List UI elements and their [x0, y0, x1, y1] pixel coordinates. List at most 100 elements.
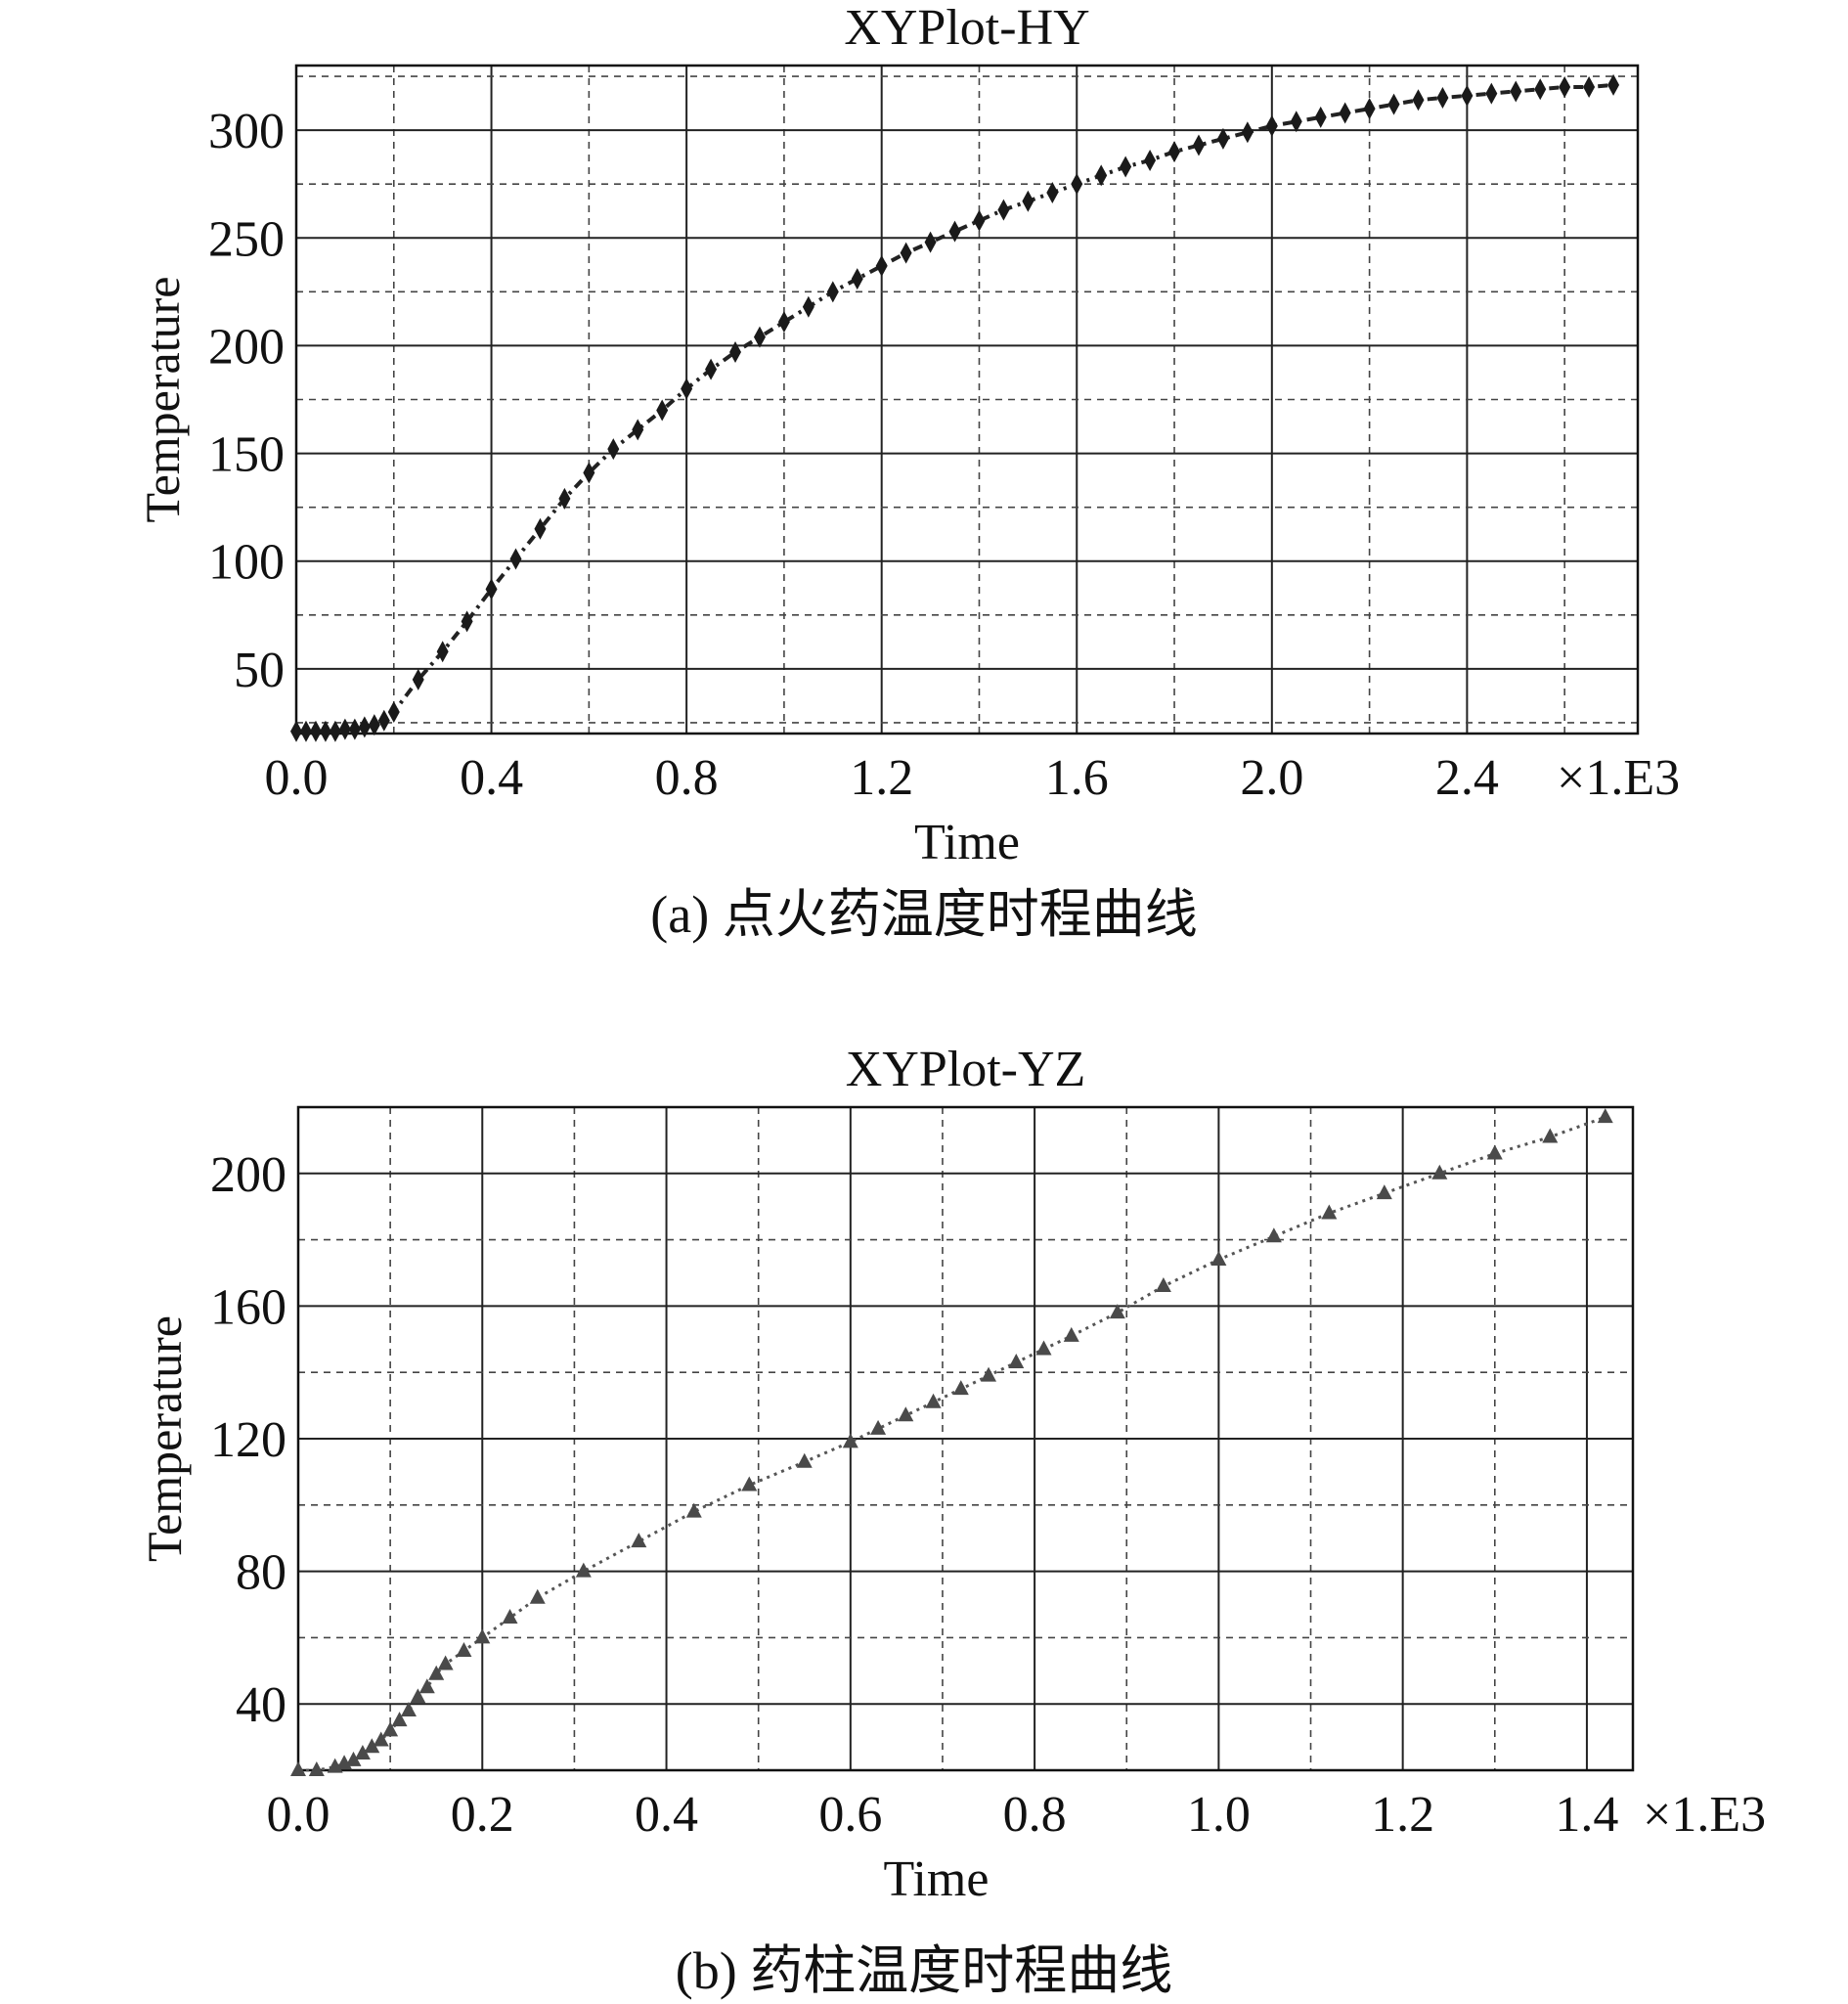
- data-point-marker: [1387, 93, 1400, 115]
- data-point-marker: [391, 1712, 408, 1727]
- data-point-marker: [529, 1588, 546, 1604]
- data-point-marker: [952, 1380, 969, 1396]
- data-point-marker: [1363, 98, 1376, 120]
- data-point-marker: [382, 1721, 399, 1737]
- data-point-marker: [436, 641, 449, 663]
- data-point-marker: [338, 718, 351, 740]
- data-point-marker: [925, 1393, 942, 1408]
- data-point-marker: [1583, 76, 1596, 99]
- data-point-marker: [299, 720, 312, 742]
- series-markers: [290, 1108, 1613, 1776]
- x-tick-label: 2.4: [1435, 750, 1499, 806]
- plot-border: [294, 64, 1640, 735]
- data-point-marker: [705, 358, 718, 380]
- y-axis-label: Temperature: [135, 277, 190, 523]
- y-tick-label: 120: [210, 1412, 286, 1468]
- data-point-marker: [656, 399, 669, 422]
- data-point-marker: [1436, 87, 1449, 110]
- data-point-marker: [632, 419, 644, 441]
- data-point-marker: [309, 720, 322, 742]
- x-tick-label: 1.2: [1371, 1787, 1434, 1843]
- data-point-marker: [870, 1419, 887, 1435]
- y-tick-label: 160: [210, 1279, 286, 1335]
- temperature-chart-a: XYPlot-HY 0.0 0.4 0.8 1.2 1.6 2.0 2.4 ×1.E3 Time 5…: [135, 0, 1680, 861]
- y-axis-label: Temperature: [137, 1315, 192, 1562]
- data-point-marker: [358, 716, 371, 738]
- x-tick-label: 0.8: [1003, 1787, 1067, 1843]
- data-point-marker: [777, 311, 790, 334]
- data-point-marker: [412, 668, 424, 690]
- data-point-marker: [368, 714, 380, 736]
- data-point-marker: [1265, 114, 1278, 137]
- data-point-marker: [826, 281, 839, 303]
- data-point-marker: [948, 220, 961, 243]
- data-point-marker: [329, 720, 341, 742]
- x-tick-label: 0.6: [818, 1787, 882, 1843]
- data-point-marker: [428, 1665, 445, 1680]
- data-point-marker: [681, 378, 693, 400]
- data-point-marker: [308, 1761, 325, 1776]
- data-point-marker: [685, 1502, 702, 1518]
- data-point-marker: [418, 1678, 435, 1694]
- data-point-marker: [1046, 181, 1059, 203]
- data-point-marker: [1071, 173, 1083, 196]
- data-point-marker: [898, 1406, 914, 1422]
- data-point-marker: [290, 1761, 306, 1776]
- x-tick-label: 1.4: [1555, 1787, 1618, 1843]
- x-tick-label: 0.4: [460, 750, 523, 806]
- data-point-marker: [607, 438, 620, 461]
- data-point-marker: [981, 1366, 997, 1382]
- data-point-marker: [1321, 1204, 1338, 1220]
- data-point-marker: [1431, 1164, 1448, 1180]
- data-point-marker: [1109, 1304, 1125, 1319]
- data-point-marker: [1144, 149, 1157, 171]
- chart-title: XYPlot-HY: [844, 0, 1089, 56]
- data-point-marker: [729, 341, 742, 364]
- data-point-marker: [1559, 76, 1571, 99]
- x-tick-label: 0.4: [635, 1787, 698, 1843]
- y-tick-label: 250: [208, 211, 285, 267]
- x-axis-label: Time: [914, 815, 1020, 861]
- x-axis-multiplier: ×1.E3: [1643, 1787, 1766, 1843]
- data-point-marker: [377, 709, 390, 732]
- data-point-marker: [741, 1476, 758, 1492]
- series-markers: [290, 73, 1620, 742]
- chart-panel-a: XYPlot-HY 0.0 0.4 0.8 1.2 1.6 2.0 2.4 ×1.E3 Time 5…: [0, 0, 1848, 978]
- data-point-marker: [851, 268, 863, 290]
- data-point-marker: [1510, 80, 1522, 103]
- data-point-marker: [1155, 1277, 1171, 1293]
- x-tick-label: 0.2: [451, 1787, 514, 1843]
- data-point-marker: [456, 1641, 472, 1657]
- data-point-marker: [1168, 141, 1181, 163]
- data-point-marker: [997, 199, 1010, 221]
- data-point-marker: [502, 1609, 518, 1625]
- chart-caption-a: (a) 点火药温度时程曲线: [650, 885, 1198, 944]
- x-tick-label: 0.0: [265, 750, 329, 806]
- x-tick-label: 2.0: [1240, 750, 1303, 806]
- y-tick-label: 40: [236, 1677, 286, 1733]
- data-point-marker: [631, 1533, 647, 1548]
- data-point-marker: [290, 720, 302, 742]
- data-point-marker: [345, 1751, 362, 1766]
- data-point-marker: [900, 242, 912, 264]
- data-point-marker: [1063, 1326, 1079, 1342]
- data-point-marker: [354, 1745, 371, 1760]
- y-tick-label: 100: [208, 535, 285, 591]
- data-point-marker: [973, 209, 986, 232]
- y-tick-label: 80: [236, 1545, 286, 1601]
- data-point-marker: [1314, 106, 1327, 128]
- data-point-marker: [1461, 84, 1474, 107]
- data-point-marker: [1241, 121, 1254, 144]
- data-point-marker: [802, 295, 814, 318]
- data-point-marker: [1607, 73, 1620, 96]
- x-tick-label: 1.2: [850, 750, 913, 806]
- data-point-marker: [509, 548, 522, 570]
- data-point-marker: [1120, 156, 1132, 178]
- chart-panel-b: XYPlot-YZ 0.0 0.2 0.4 0.6 0.8 1.0 1.2 1.4 ×1.E3 Ti…: [0, 1017, 1848, 2000]
- x-axis-label: Time: [884, 1851, 990, 1907]
- data-point-marker: [373, 1731, 389, 1747]
- y-tick-label: 50: [234, 643, 285, 698]
- temperature-chart-b: XYPlot-YZ 0.0 0.2 0.4 0.6 0.8 1.0 1.2 1.4 ×1.E3 Ti…: [137, 1042, 1766, 1907]
- data-point-marker: [1035, 1340, 1052, 1356]
- data-point-marker: [842, 1433, 858, 1448]
